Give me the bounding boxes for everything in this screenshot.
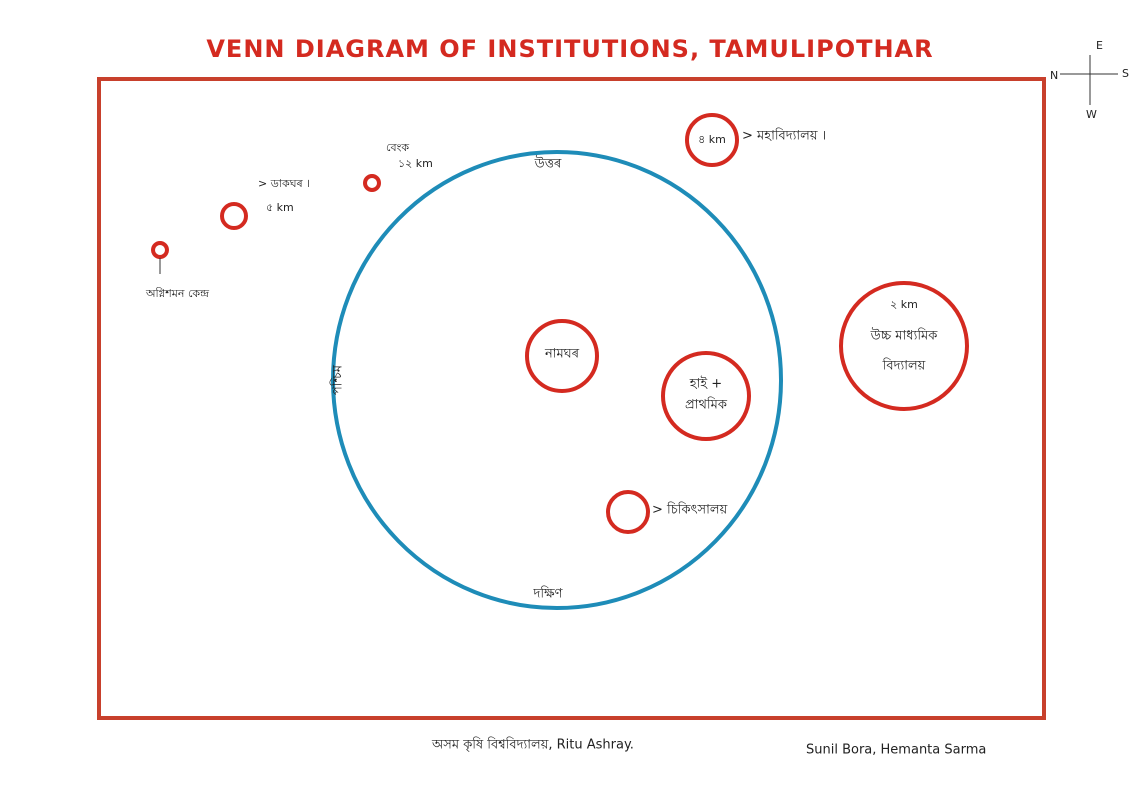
- institution-label: > মহাবিদ্যালয় ।: [742, 128, 826, 144]
- footer-left: অসম কৃষি বিশ্ববিদ্যালয়, Ritu Ashray.: [431, 737, 634, 753]
- institution-label: ২ km: [890, 298, 918, 311]
- institution-label: বিদ্যালয়: [882, 358, 926, 374]
- institution-label: ৪ km: [698, 133, 726, 146]
- direction-label: পশ্চিম: [330, 364, 346, 395]
- compass-label: S: [1122, 67, 1129, 80]
- institution-circle: [663, 353, 749, 439]
- institution-label: উচ্চ মাধ্যমিক: [870, 328, 939, 344]
- footer-right: Sunil Bora, Hemanta Sarma: [806, 743, 986, 758]
- institution-label: অগ্নিশমন কেন্দ্ৰ: [145, 287, 210, 300]
- direction-label: দক্ষিণ: [533, 586, 564, 602]
- institution-label: নামঘৰ: [544, 347, 580, 362]
- compass-label: N: [1050, 69, 1058, 82]
- institution-circle: [153, 243, 167, 257]
- title: VENN DIAGRAM OF INSTITUTIONS, TAMULIPOTH…: [206, 35, 933, 63]
- institution-label: ৫ km: [266, 201, 294, 214]
- institution-label: প্ৰাথমিক: [685, 397, 728, 413]
- diagram: VENN DIAGRAM OF INSTITUTIONS, TAMULIPOTH…: [0, 0, 1139, 809]
- institution-circle: [365, 176, 379, 190]
- institution-label: ১২ km: [398, 157, 433, 170]
- institution-label: হাই +: [689, 376, 722, 392]
- institution-label: > ডাকঘৰ ।: [258, 177, 310, 190]
- compass: E N S W: [1050, 39, 1129, 121]
- institution-label: > চিকিৎসালয়: [652, 502, 728, 518]
- compass-label: E: [1096, 39, 1103, 52]
- institution-label: বেংক: [386, 141, 409, 154]
- institution-circle: [222, 204, 246, 228]
- compass-label: W: [1086, 108, 1097, 121]
- direction-label: উত্তৰ: [534, 156, 562, 172]
- institution-circle: [608, 492, 648, 532]
- village-boundary: [99, 79, 1044, 718]
